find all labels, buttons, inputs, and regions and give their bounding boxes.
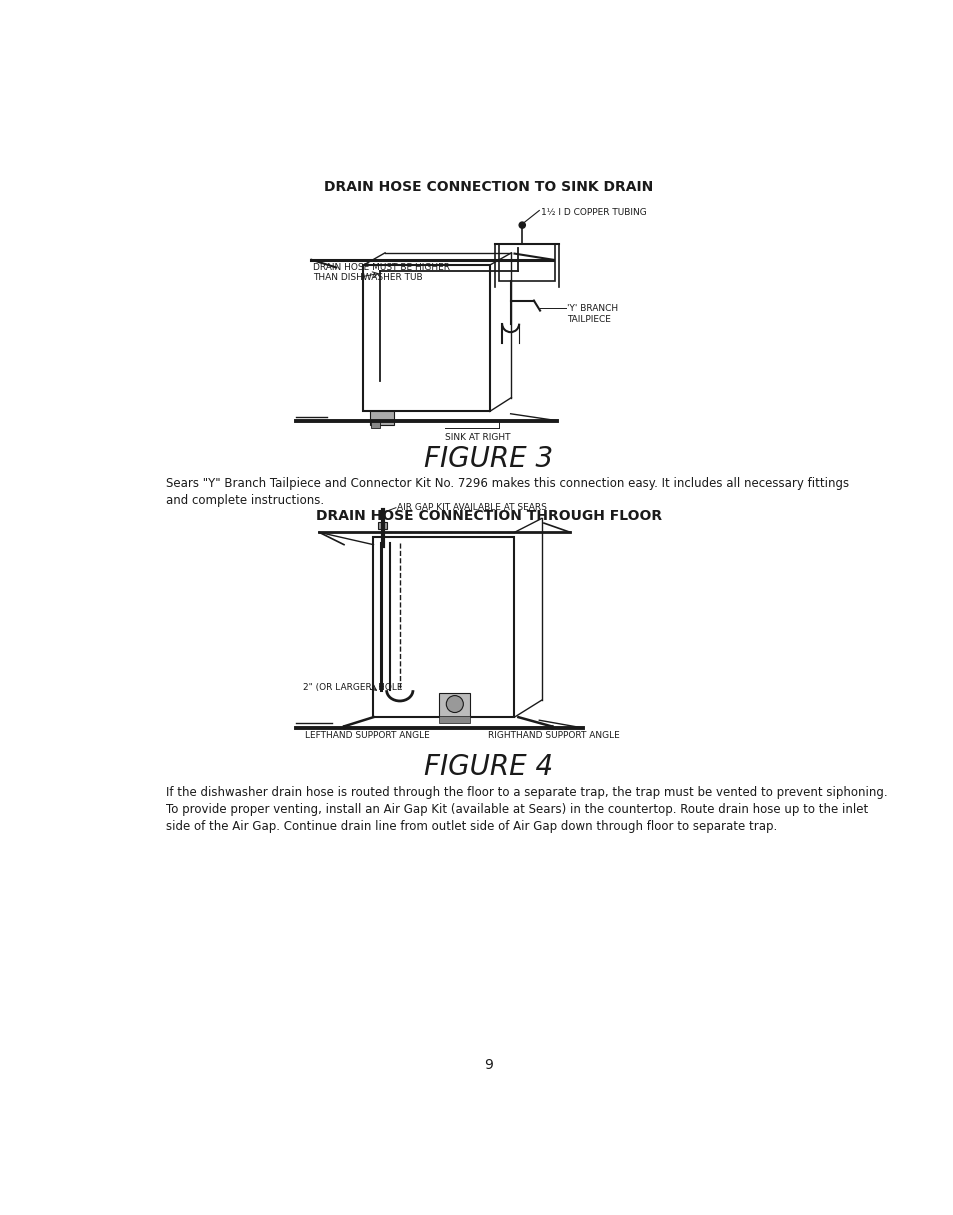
Text: LEFTHAND SUPPORT ANGLE: LEFTHAND SUPPORT ANGLE xyxy=(305,731,430,740)
Text: DRAIN HOSE MUST BE HIGHER
THAN DISHWASHER TUB: DRAIN HOSE MUST BE HIGHER THAN DISHWASHE… xyxy=(313,262,450,282)
Text: DRAIN HOSE CONNECTION THROUGH FLOOR: DRAIN HOSE CONNECTION THROUGH FLOOR xyxy=(315,509,661,524)
Bar xyxy=(373,537,514,717)
Text: 1½ I D COPPER TUBING: 1½ I D COPPER TUBING xyxy=(540,208,646,216)
Bar xyxy=(377,521,387,530)
Bar xyxy=(369,412,394,425)
Circle shape xyxy=(518,222,525,228)
Circle shape xyxy=(446,695,463,712)
Text: FIGURE 4: FIGURE 4 xyxy=(424,752,553,780)
Text: 9: 9 xyxy=(484,1058,493,1073)
Bar xyxy=(498,244,555,282)
Text: SINK AT RIGHT: SINK AT RIGHT xyxy=(444,433,510,442)
Bar xyxy=(439,717,470,723)
Text: AIR GAP KIT AVAILABLE AT SEARS: AIR GAP KIT AVAILABLE AT SEARS xyxy=(396,503,546,513)
Text: RIGHTHAND SUPPORT ANGLE: RIGHTHAND SUPPORT ANGLE xyxy=(488,731,619,740)
Text: FIGURE 3: FIGURE 3 xyxy=(424,445,553,473)
Text: DRAIN HOSE CONNECTION TO SINK DRAIN: DRAIN HOSE CONNECTION TO SINK DRAIN xyxy=(324,181,653,194)
Text: Sears "Y" Branch Tailpiece and Connector Kit No. 7296 makes this connection easy: Sears "Y" Branch Tailpiece and Connector… xyxy=(166,477,848,507)
Bar xyxy=(371,420,380,429)
Text: 'Y' BRANCH
TAILPIECE: 'Y' BRANCH TAILPIECE xyxy=(567,305,618,324)
Bar xyxy=(439,693,470,717)
Bar xyxy=(363,265,489,412)
Text: 2" (OR LARGER) HOLE: 2" (OR LARGER) HOLE xyxy=(303,683,402,691)
Text: If the dishwasher drain hose is routed through the floor to a separate trap, the: If the dishwasher drain hose is routed t… xyxy=(166,786,886,833)
